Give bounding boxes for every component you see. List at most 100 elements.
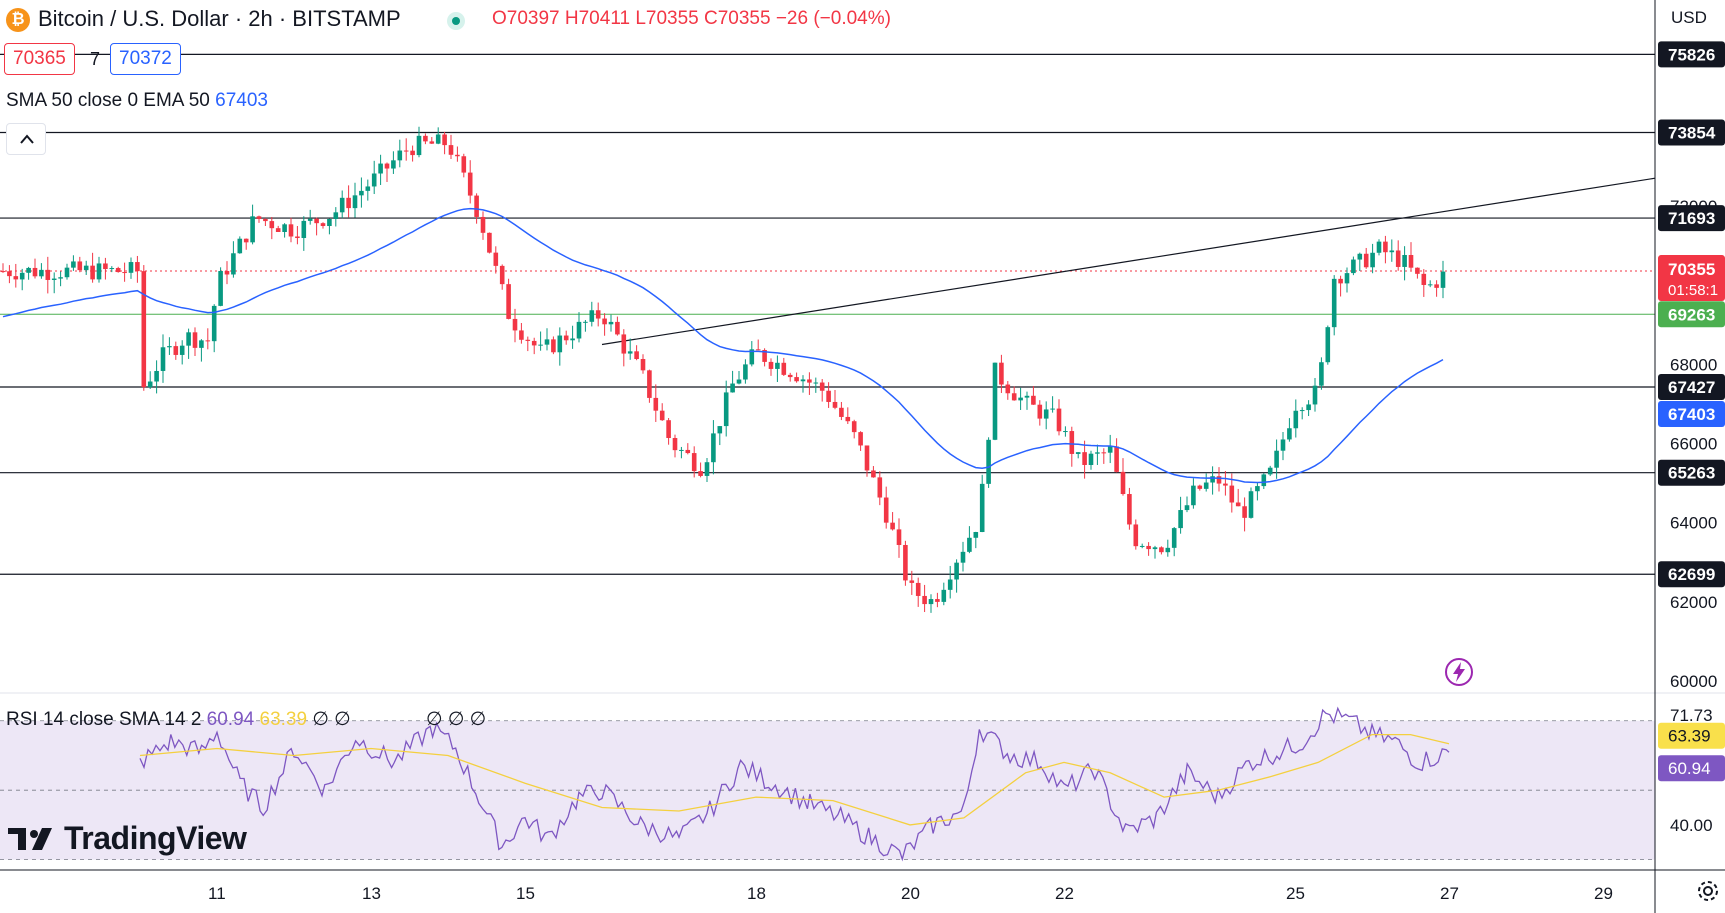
collapse-legend-button[interactable] [6, 123, 46, 155]
candle-body [1287, 428, 1292, 440]
rsi-badge: 60.94 [1668, 759, 1711, 778]
candle-body [685, 449, 691, 454]
symbol-title[interactable]: Bitcoin / U.S. Dollar · 2h · BITSTAMP [38, 6, 401, 31]
candle-body [602, 318, 607, 325]
candle-body [1434, 284, 1439, 288]
level-badge: 65263 [1668, 464, 1715, 483]
candle-body [647, 370, 652, 398]
candle-body [1344, 273, 1350, 284]
candle-body [1120, 471, 1126, 495]
candle-body [979, 483, 985, 533]
price-tick-label: 64000 [1670, 514, 1717, 533]
rsi-sma-badge-bg [1658, 722, 1725, 749]
rsi-value: 60.94 [206, 709, 255, 730]
candle-body [1319, 362, 1324, 386]
candle-body [243, 238, 249, 243]
ohlc-readout: O70397 H70411 L70355 C70355 −26 (−0.04%) [492, 8, 891, 30]
rsi-line [139, 706, 1450, 862]
candle-body [1031, 395, 1036, 405]
candle-body [1421, 273, 1427, 285]
candle-body [1075, 452, 1081, 454]
candle-body [717, 426, 723, 434]
candle-body [218, 270, 223, 306]
level-badge-bg [1658, 459, 1725, 486]
candle-body [141, 271, 147, 388]
candle-body [1274, 450, 1279, 468]
candle-body [1159, 547, 1164, 553]
last-price-badge-bg [1658, 255, 1725, 302]
candle-body [384, 163, 390, 169]
candle-body [1427, 284, 1433, 286]
candle-body [1018, 397, 1023, 401]
candle-body [397, 150, 403, 161]
candle-body [1383, 241, 1388, 253]
candle-body [947, 579, 953, 590]
candle-body [403, 150, 409, 152]
candle-body [1376, 241, 1382, 253]
rsi-legend[interactable]: RSI 14 close SMA 14 2 60.94 63.39 ∅ ∅ ∅ … [6, 708, 486, 731]
candle-body [1357, 253, 1363, 260]
candle-body [583, 321, 588, 323]
candle-body [1338, 278, 1343, 284]
candle-body [570, 338, 575, 341]
buy-price-button[interactable]: 70372 [110, 43, 181, 75]
candle-body [416, 135, 422, 156]
candle-body [922, 595, 927, 605]
candle-body [506, 284, 511, 319]
sell-price-button[interactable]: 70365 [4, 43, 75, 75]
candle-body [83, 265, 89, 271]
time-tick-label: 11 [208, 884, 226, 903]
candle-body [333, 212, 339, 219]
candle-body [1178, 510, 1183, 529]
candle-body [736, 379, 742, 384]
candle-body [1235, 502, 1241, 507]
ohlc-values: O70397 H70411 L70355 C70355 −26 (−0.04%) [492, 8, 891, 29]
candle-body [39, 269, 44, 277]
candle-body [167, 346, 172, 348]
indicator-legend[interactable]: SMA 50 close 0 EMA 50 67403 [6, 90, 268, 112]
candle-body [448, 145, 454, 155]
candle-body [429, 141, 435, 144]
candle-body [1242, 506, 1247, 518]
candle-body [1101, 452, 1107, 454]
market-status-icon[interactable] [447, 12, 465, 30]
candle-body [967, 537, 972, 552]
candle-body [890, 522, 895, 530]
candle-body [858, 432, 863, 446]
candle-body [147, 381, 153, 388]
candle-body [359, 190, 364, 196]
candle-body [1261, 474, 1267, 487]
candle-body [832, 401, 838, 408]
time-tick-label: 18 [747, 884, 766, 903]
candle-body [1216, 476, 1222, 484]
candle-body [595, 310, 601, 319]
candle-body [160, 347, 166, 371]
candle-body [1395, 250, 1401, 267]
candle-body [762, 349, 767, 362]
indicator-label: SMA 50 close 0 EMA 50 [6, 90, 210, 111]
candle-body [154, 370, 159, 382]
level-badge-bg [1658, 205, 1725, 232]
price-tick-label: 66000 [1670, 435, 1717, 454]
horizontal-levels [0, 53, 1656, 575]
candle-body [474, 195, 479, 217]
candle-body [787, 374, 793, 378]
gear-icon[interactable] [1695, 878, 1721, 904]
candle-body [1133, 524, 1139, 547]
candle-body [928, 599, 934, 605]
candle-body [1050, 408, 1055, 410]
price-tick-label: 60000 [1670, 672, 1717, 691]
brand-name: TradingView [64, 820, 247, 856]
candle-body [1088, 453, 1094, 465]
candle-body [391, 160, 396, 169]
candle-body [698, 471, 703, 476]
currency-label[interactable]: USD [1671, 8, 1707, 27]
candle-body [730, 383, 735, 393]
lightning-icon[interactable] [1444, 657, 1474, 687]
candle-body [1095, 452, 1100, 454]
candle-body [480, 216, 486, 233]
candle-body [211, 305, 217, 342]
candle-body [768, 361, 774, 369]
candle-body [1043, 409, 1049, 419]
